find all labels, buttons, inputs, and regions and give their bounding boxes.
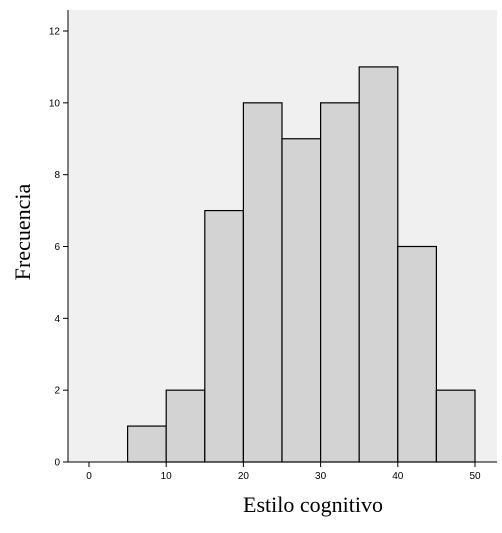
- histogram-bar-6: [320, 102, 360, 463]
- y-axis-title: Frecuencia: [10, 184, 35, 281]
- x-axis-title: Estilo cognitivo: [243, 492, 383, 517]
- x-tick-label: 30: [315, 471, 327, 482]
- x-tick-label: 0: [86, 471, 92, 482]
- y-tick-label: 2: [54, 386, 60, 397]
- histogram-bar-4: [242, 102, 283, 463]
- histogram-bar-3: [204, 209, 245, 463]
- histogram-bar-8: [397, 245, 437, 463]
- histogram-bar-2: [165, 389, 206, 463]
- y-tick-label: 12: [49, 27, 61, 38]
- histogram-bar-9: [435, 389, 476, 463]
- histogram-bar-5: [281, 138, 322, 463]
- x-tick-label: 10: [161, 471, 173, 482]
- x-tick-label: 40: [392, 471, 404, 482]
- bars-group: [126, 66, 476, 463]
- histogram-bar-7: [358, 66, 399, 463]
- axes-group: [67, 10, 497, 463]
- y-tick-label: 6: [54, 242, 60, 253]
- y-tick-label: 10: [49, 98, 61, 109]
- y-tick-label: 0: [54, 458, 60, 469]
- y-tick-label: 4: [54, 314, 60, 325]
- ticks-group: 0 2 4 6 8 10 12 0 10 20 30 40 50: [49, 27, 481, 483]
- histogram-bar-1: [126, 425, 167, 463]
- x-tick-label: 50: [469, 471, 481, 482]
- x-tick-label: 20: [238, 471, 250, 482]
- y-tick-label: 8: [54, 170, 60, 181]
